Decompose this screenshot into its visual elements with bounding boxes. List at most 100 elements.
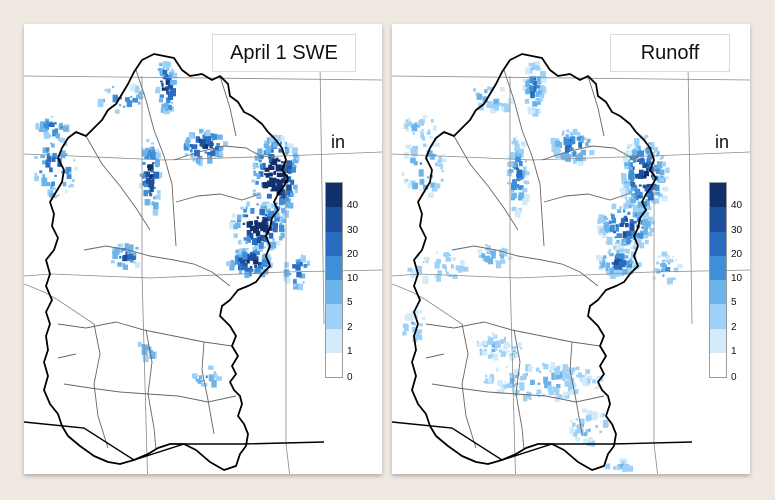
snow-cell xyxy=(269,177,273,181)
snow-cell xyxy=(584,137,587,141)
snow-cell xyxy=(515,136,518,139)
snow-cell xyxy=(284,277,291,284)
snow-cell xyxy=(267,211,274,217)
snow-cell xyxy=(45,147,50,152)
state-line xyxy=(141,76,148,474)
snow-cell xyxy=(270,221,275,226)
snow-cell xyxy=(43,128,47,132)
snow-cell xyxy=(637,232,644,239)
snow-cell xyxy=(647,155,652,162)
sub-basin-line xyxy=(219,75,237,137)
snow-cell xyxy=(519,160,523,167)
snow-cell xyxy=(477,249,483,254)
snow-cell xyxy=(636,159,640,162)
snow-cell xyxy=(626,197,629,200)
snow-cell xyxy=(287,160,293,165)
snow-cell xyxy=(256,244,259,247)
snow-cell xyxy=(575,131,581,136)
snow-cell xyxy=(200,379,204,382)
snow-cell xyxy=(210,150,216,157)
snow-cell xyxy=(484,348,487,352)
snow-cell xyxy=(569,131,574,136)
snow-cell xyxy=(283,269,290,277)
snow-cell xyxy=(118,263,121,267)
snow-cell xyxy=(636,145,641,152)
snow-cell xyxy=(656,261,660,265)
snow-cell xyxy=(485,248,488,251)
snow-cell xyxy=(258,159,262,163)
snow-cell xyxy=(52,187,56,191)
snow-cell xyxy=(527,365,533,373)
legend-swatch xyxy=(326,183,342,208)
snow-cell xyxy=(568,390,574,395)
snow-cell xyxy=(240,263,244,267)
snow-cell xyxy=(588,428,591,432)
snow-cell xyxy=(629,247,632,249)
snow-cell xyxy=(581,377,586,383)
snow-cell xyxy=(489,86,494,92)
snow-cell xyxy=(282,168,289,173)
snow-cell xyxy=(243,237,248,241)
snow-cell xyxy=(509,378,514,384)
snow-cell xyxy=(560,153,566,159)
sub-basin-line xyxy=(431,383,605,403)
snow-cell xyxy=(158,98,163,103)
snow-cell xyxy=(421,128,424,132)
snow-cell xyxy=(281,193,287,199)
snow-cell xyxy=(210,141,213,145)
snow-cell xyxy=(483,381,487,384)
snow-cell xyxy=(162,61,169,68)
snow-cell xyxy=(645,221,651,227)
snow-cell xyxy=(270,149,274,153)
legend-tick-label: 0 xyxy=(731,372,737,383)
snow-cell xyxy=(498,102,502,107)
snow-cell xyxy=(634,188,641,196)
state-line xyxy=(392,269,750,279)
snow-cell xyxy=(426,176,429,179)
snow-cell xyxy=(482,96,488,103)
snow-cell xyxy=(145,344,149,348)
snow-cell xyxy=(493,353,499,361)
snow-cell xyxy=(619,257,624,261)
snow-cell xyxy=(156,152,161,159)
snow-cell xyxy=(303,263,308,268)
snow-cell xyxy=(114,247,120,255)
snow-cell xyxy=(242,248,247,254)
snow-cell xyxy=(53,194,58,199)
snow-cell xyxy=(624,263,628,267)
snow-cell xyxy=(166,90,170,95)
snow-cell xyxy=(170,80,175,86)
snow-cell xyxy=(74,167,78,171)
snow-cell xyxy=(151,162,155,165)
snow-cell xyxy=(204,135,210,140)
snow-cell xyxy=(521,142,524,145)
sub-basin-line xyxy=(587,75,605,137)
legend-swatch xyxy=(710,280,726,305)
snow-cell xyxy=(491,332,495,336)
snow-cell xyxy=(254,251,257,255)
snow-cell xyxy=(425,260,429,264)
snow-cell xyxy=(415,331,421,338)
snow-cell xyxy=(263,237,269,242)
snow-cell xyxy=(136,94,140,98)
snow-cell xyxy=(573,151,577,156)
snow-cell xyxy=(258,171,264,177)
snow-cell xyxy=(112,251,118,259)
snow-cell xyxy=(263,204,267,208)
snow-cell xyxy=(253,165,258,169)
snow-cell xyxy=(482,349,488,356)
snow-cell xyxy=(616,233,623,238)
state-boundaries xyxy=(24,63,382,474)
snow-cell xyxy=(599,413,605,418)
snow-cell xyxy=(605,423,609,426)
snow-cell xyxy=(236,222,241,228)
snow-cell xyxy=(434,162,439,167)
snow-cell xyxy=(496,367,499,372)
snow-cell xyxy=(436,275,442,282)
snow-cell xyxy=(440,178,444,182)
snow-cell xyxy=(515,209,521,218)
snow-cell xyxy=(557,149,562,153)
snow-cell xyxy=(506,350,510,353)
snow-cell xyxy=(418,169,424,177)
snow-cell xyxy=(512,352,518,358)
